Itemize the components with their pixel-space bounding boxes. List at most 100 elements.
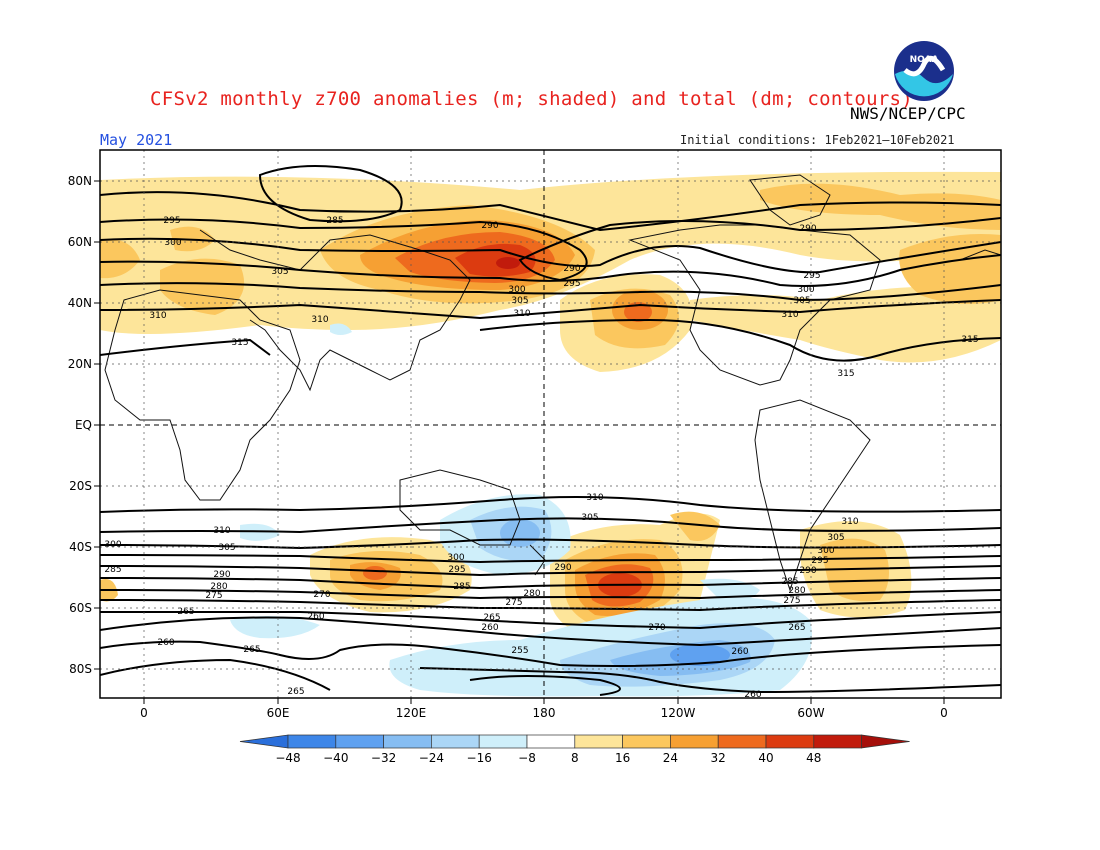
colorbar-segment [670,734,719,749]
colorbar-label: −40 [323,751,348,765]
contour-label: 310 [513,309,530,319]
lat-label: 40N [68,296,92,310]
contour-label: 260 [744,690,761,700]
contour-label: 300 [508,285,525,295]
contour-label: 310 [149,311,166,321]
lat-label: 40S [69,540,92,554]
colorbar-label: 32 [711,751,726,765]
colorbar-segment [335,734,384,749]
contour-label: 305 [271,267,288,277]
colorbar-segment [622,734,671,749]
colorbar-segment [765,734,815,749]
colorbar-segment [526,734,576,749]
contour-label: 295 [803,271,820,281]
anomaly-shading [100,171,1001,697]
colorbar-segment [287,734,337,749]
contour-label: 275 [205,591,222,601]
colorbar-label: 8 [571,751,579,765]
contour-label: 265 [243,645,260,655]
colorbar-segment [431,734,480,749]
colorbar-segment [383,734,432,749]
contour-label: 260 [157,638,174,648]
chart-title: CFSv2 monthly z700 anomalies (m; shaded)… [150,88,914,110]
reference-lines [100,150,1001,698]
lat-label: 80S [69,662,92,676]
positive-anomaly-nh [100,171,1001,372]
contour-label: 290 [563,264,580,274]
colorbar-segment [813,734,862,749]
contour-label: 305 [827,533,844,543]
contour-label: 285 [781,577,798,587]
contour-label: 265 [287,687,304,697]
lon-label: 60E [267,706,290,720]
colorbar-label: −8 [518,751,536,765]
grid-lines [100,150,1001,698]
contour-label: 285 [326,216,343,226]
initial-conditions-label: Initial conditions: 1Feb2021–10Feb2021 [680,133,955,147]
agency-label: NWS/NCEP/CPC [850,104,966,123]
colorbar-label: −32 [371,751,396,765]
contour-label: 280 [788,586,805,596]
colorbar-right-arrow [861,734,910,749]
contour-label: 305 [581,513,598,523]
contour-label: 290 [799,566,816,576]
contour-label: 300 [104,540,121,550]
colorbar-segment [574,734,623,749]
colorbar-segment [478,734,528,749]
contour-label: 295 [163,216,180,226]
colorbar-label: 24 [663,751,678,765]
contour-label: 310 [311,315,328,325]
contour-label: 275 [783,596,800,606]
contour-label: 270 [648,623,665,633]
contour-label: 290 [799,224,816,234]
noaa-logo: NOAA [894,41,954,101]
contour-label: 270 [313,590,330,600]
contour-label: 310 [781,310,798,320]
lat-label: 80N [68,174,92,188]
lat-label: 60S [69,601,92,615]
contour-label: 280 [210,582,227,592]
contour-label: 295 [448,565,465,575]
longitude-labels: 0 60E 120E 180 120W 60W 0 [140,706,948,720]
contour-label: 295 [811,556,828,566]
lat-label: 60N [68,235,92,249]
colorbar-label: −16 [467,751,492,765]
contour-label: 310 [841,517,858,527]
contour-label: 280 [523,589,540,599]
contour-label: 300 [164,238,181,248]
contour-label: 275 [505,598,522,608]
colorbar-label: 16 [615,751,630,765]
lon-label: 120W [661,706,696,720]
lon-label: 180 [533,706,556,720]
contour-label: 265 [788,623,805,633]
colorbar-label: 48 [806,751,821,765]
contour-label: 290 [481,221,498,231]
negative-anomaly-sh [230,323,812,697]
contour-label: 300 [447,553,464,563]
contour-label: 290 [554,563,571,573]
contour-label: 265 [177,607,194,617]
lat-label: 20N [68,357,92,371]
logo-text: NOAA [910,55,939,65]
valid-month-label: May 2021 [100,131,173,149]
colorbar-segment [717,734,767,749]
contour-label: 305 [511,296,528,306]
map-frame [99,149,1002,699]
axis-ticks [94,180,945,704]
lon-label: 60W [797,706,824,720]
contour-label: 260 [731,647,748,657]
lat-label: EQ [75,418,92,432]
contour-labels: 285 290 290 290 295 295 295 300 300 300 … [104,216,978,700]
colorbar-left-arrow [239,734,289,749]
contour-label: 260 [307,612,324,622]
lon-label: 0 [140,706,148,720]
contour-label: 310 [213,526,230,536]
contour-label: 255 [511,646,528,656]
contour-label: 305 [218,543,235,553]
contour-label: 310 [586,493,603,503]
lon-label: 0 [940,706,948,720]
colorbar-label: −24 [419,751,444,765]
contour-label: 315 [231,338,248,348]
colorbar: −48 −40 −32 −24 −16 −8 8 16 24 32 40 48 [239,734,910,765]
